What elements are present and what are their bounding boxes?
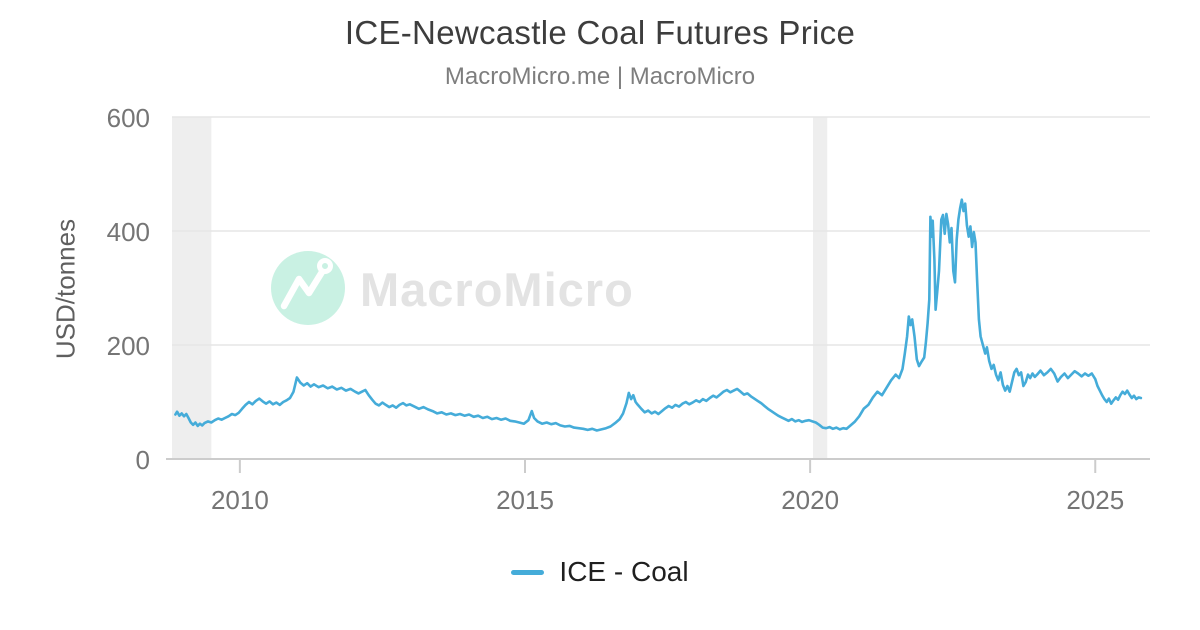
x-tick-label: 2025 bbox=[1066, 485, 1125, 515]
price-line bbox=[174, 198, 1143, 432]
legend-label: ICE - Coal bbox=[559, 556, 689, 587]
recession-band bbox=[172, 117, 212, 459]
x-tick-label: 2010 bbox=[210, 485, 269, 515]
chart-subtitle: MacroMicro.me | MacroMicro bbox=[444, 63, 756, 90]
chart-title: ICE-Newcastle Coal Futures Price bbox=[344, 14, 856, 51]
y-tick-label: 400 bbox=[106, 217, 150, 247]
legend: ICE - Coal bbox=[0, 556, 1200, 588]
y-tick-label: 600 bbox=[106, 103, 150, 133]
y-tick-label: 200 bbox=[106, 331, 150, 361]
x-tick-label: 2015 bbox=[496, 485, 554, 515]
legend-line-swatch bbox=[511, 569, 545, 575]
recession-band bbox=[812, 117, 828, 459]
y-tick-label: 0 bbox=[135, 445, 150, 475]
x-tick-label: 2020 bbox=[781, 485, 840, 515]
